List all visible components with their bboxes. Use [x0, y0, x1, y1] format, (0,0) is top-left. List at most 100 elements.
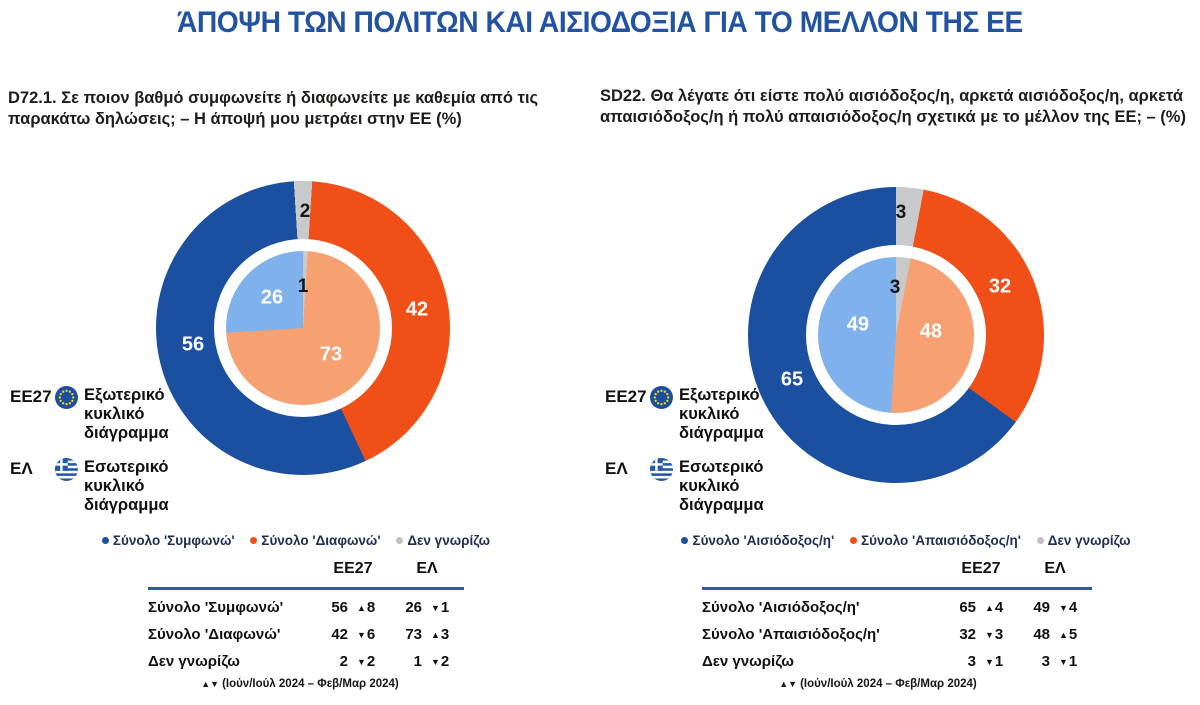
label-inner-agree-left: 26 [260, 286, 284, 309]
change-arrow: ▼ [985, 657, 994, 667]
row-label: Δεν γνωρίζω [148, 653, 240, 670]
change-arrow: ▼ [431, 657, 440, 667]
ring-legend-outer-row: ΕΕ27 Εξωτερικό κυκλικό διάγραμμα [10, 386, 195, 443]
eu-value: 42 [331, 626, 348, 643]
legend-label-dontknow: Δεν γνωρίζω [407, 533, 491, 548]
change-delta: 1 [994, 653, 1004, 670]
region-label-el: ΕΛ [605, 459, 628, 478]
change-arrow: ▲ [1059, 630, 1068, 640]
column-header-el: ΕΛ [1044, 560, 1066, 577]
inner-pie-left [214, 239, 392, 417]
column-header-eu27: ΕΕ27 [961, 560, 1001, 577]
eu-flag-icon [650, 386, 673, 409]
eu-change: ▲4 [976, 595, 1018, 622]
eu-value: 65 [959, 599, 976, 616]
el-change: ▼4 [1050, 595, 1092, 622]
row-label: Σύνολο 'Συμφωνώ' [148, 599, 284, 616]
region-label-eu27: ΕΕ27 [605, 387, 647, 406]
change-delta: 2 [440, 653, 450, 670]
change-arrow: ▼ [431, 603, 440, 613]
legend-label-pessimist: Σύνολο 'Απαισιόδοξος/η' [860, 533, 1021, 548]
label-outer-agree-left: 56 [181, 333, 205, 356]
change-arrow: ▼ [357, 657, 366, 667]
eu-value: 32 [959, 626, 976, 643]
ring-legend-inner-text: Εσωτερικό κυκλικό διάγραμμα [679, 458, 764, 514]
label-inner-dontknow-right: 3 [889, 277, 901, 298]
el-change: ▲5 [1050, 622, 1092, 649]
label-outer-pessimist-right: 32 [988, 275, 1012, 298]
series-legend-left: Σύνολο 'Συμφωνώ' Σύνολο 'Διαφωνώ' Δεν γν… [20, 533, 560, 548]
ring-legend-outer-row: ΕΕ27 Εξωτερικό κυκλικό διάγραμμα [605, 386, 790, 443]
eu-change: ▼6 [348, 622, 390, 649]
series-legend-right: Σύνολο 'Αισιόδοξος/η' Σύνολο 'Απαισιόδοξ… [620, 533, 1180, 548]
row-label: Δεν γνωρίζω [702, 653, 794, 670]
region-label-el: ΕΛ [10, 459, 33, 478]
ring-legend-inner-row: ΕΛ Εσωτερικό κυκλικό διάγραμμα [10, 458, 195, 515]
el-change: ▼1 [422, 595, 464, 622]
question-right: SD22. Θα λέγατε ότι είστε πολύ αισιόδοξο… [600, 87, 1186, 126]
ring-legend-left: ΕΕ27 Εξωτερικό κυκλικό διάγραμμα ΕΛ [10, 386, 195, 530]
ring-legend-inner-row: ΕΛ Εσωτερικό κυκλικό διάγραμμα [605, 458, 790, 515]
change-delta: 2 [366, 653, 376, 670]
inner-pie-right [806, 245, 986, 425]
label-outer-dontknow-left: 2 [299, 201, 311, 222]
el-value: 3 [1041, 653, 1050, 670]
eu-change: ▼2 [348, 649, 390, 676]
legend-label-disagree: Σύνολο 'Διαφωνώ' [261, 533, 381, 548]
eu-change: ▼1 [976, 649, 1018, 676]
legend-label-agree: Σύνολο 'Συμφωνώ' [112, 533, 235, 548]
legend-label-dontknow: Δεν γνωρίζω [1047, 533, 1131, 548]
legend-label-optimist: Σύνολο 'Αισιόδοξος/η' [692, 533, 835, 548]
legend-dot-dontknow [1036, 536, 1044, 544]
change-arrow: ▲ [357, 603, 366, 613]
greece-flag-icon [650, 458, 673, 481]
row-label: Σύνολο 'Αισιόδοξος/η' [702, 599, 860, 616]
change-delta: 8 [366, 599, 376, 616]
row-label: Σύνολο 'Απαισιόδοξος/η' [702, 626, 880, 643]
label-inner-optimist-right: 49 [846, 313, 870, 336]
eu-value: 3 [967, 653, 976, 670]
eu-change: ▲8 [348, 595, 390, 622]
label-inner-disagree-left: 73 [319, 343, 343, 366]
el-value: 49 [1033, 599, 1050, 616]
change-arrow: ▼ [985, 630, 994, 640]
label-outer-optimist-right: 65 [780, 368, 804, 391]
donut-chart-left: 2 42 56 1 73 26 [156, 181, 450, 475]
ring-legend-outer-text: Εξωτερικό κυκλικό διάγραμμα [84, 386, 169, 442]
change-delta: 4 [1068, 599, 1078, 616]
table-rule [148, 587, 464, 590]
donut-chart-right: 3 32 65 3 48 49 [748, 187, 1044, 483]
legend-dot-optimist [681, 536, 689, 544]
el-value: 48 [1033, 626, 1050, 643]
el-change: ▲3 [422, 622, 464, 649]
legend-dot-disagree [250, 536, 258, 544]
data-table-right: ΕΕ27 ΕΛ Σύνολο 'Αισιόδοξος/η' 65 ▲4 49 ▼… [702, 560, 1092, 676]
region-label-eu27: ΕΕ27 [10, 387, 52, 406]
change-delta: 3 [440, 626, 450, 643]
ring-legend-outer-text: Εξωτερικό κυκλικό διάγραμμα [679, 386, 764, 442]
el-value: 73 [405, 626, 422, 643]
page-title-text: ΆΠΟΨΗ ΤΩΝ ΠΟΛΙΤΩΝ ΚΑΙ ΑΙΣΙΟΔΟΞΙΑ ΓΙΑ ΤΟ … [177, 6, 1023, 39]
change-arrow: ▼ [1059, 603, 1068, 613]
eu-value: 2 [339, 653, 348, 670]
change-arrow: ▼ [1059, 657, 1068, 667]
footnote-text: (Ιούν/Ιούλ 2024 – Φεβ/Μαρ 2024) [222, 678, 399, 690]
row-label: Σύνολο 'Διαφωνώ' [148, 626, 281, 643]
legend-dot-pessimist [849, 536, 857, 544]
ring-legend-inner-text: Εσωτερικό κυκλικό διάγραμμα [84, 458, 169, 514]
change-delta: 1 [440, 599, 450, 616]
change-delta: 5 [1068, 626, 1078, 643]
question-left: D72.1. Σε ποιον βαθμό συμφωνείτε ή διαφω… [8, 89, 539, 128]
eu-flag-icon [55, 386, 78, 409]
change-delta: 6 [366, 626, 376, 643]
change-arrow: ▼ [357, 630, 366, 640]
column-header-eu27: ΕΕ27 [333, 560, 373, 577]
table-rule [702, 587, 1092, 590]
legend-dot-agree [101, 536, 109, 544]
label-inner-dontknow-left: 1 [297, 276, 309, 297]
footnote-text: (Ιούν/Ιούλ 2024 – Φεβ/Μαρ 2024) [800, 678, 977, 690]
footnote-right: ▲▼ (Ιούν/Ιούλ 2024 – Φεβ/Μαρ 2024) [690, 678, 1066, 690]
change-delta: 1 [1068, 653, 1078, 670]
ring-legend-right: ΕΕ27 Εξωτερικό κυκλικό διάγραμμα ΕΛ [605, 386, 790, 530]
change-delta: 4 [994, 599, 1004, 616]
